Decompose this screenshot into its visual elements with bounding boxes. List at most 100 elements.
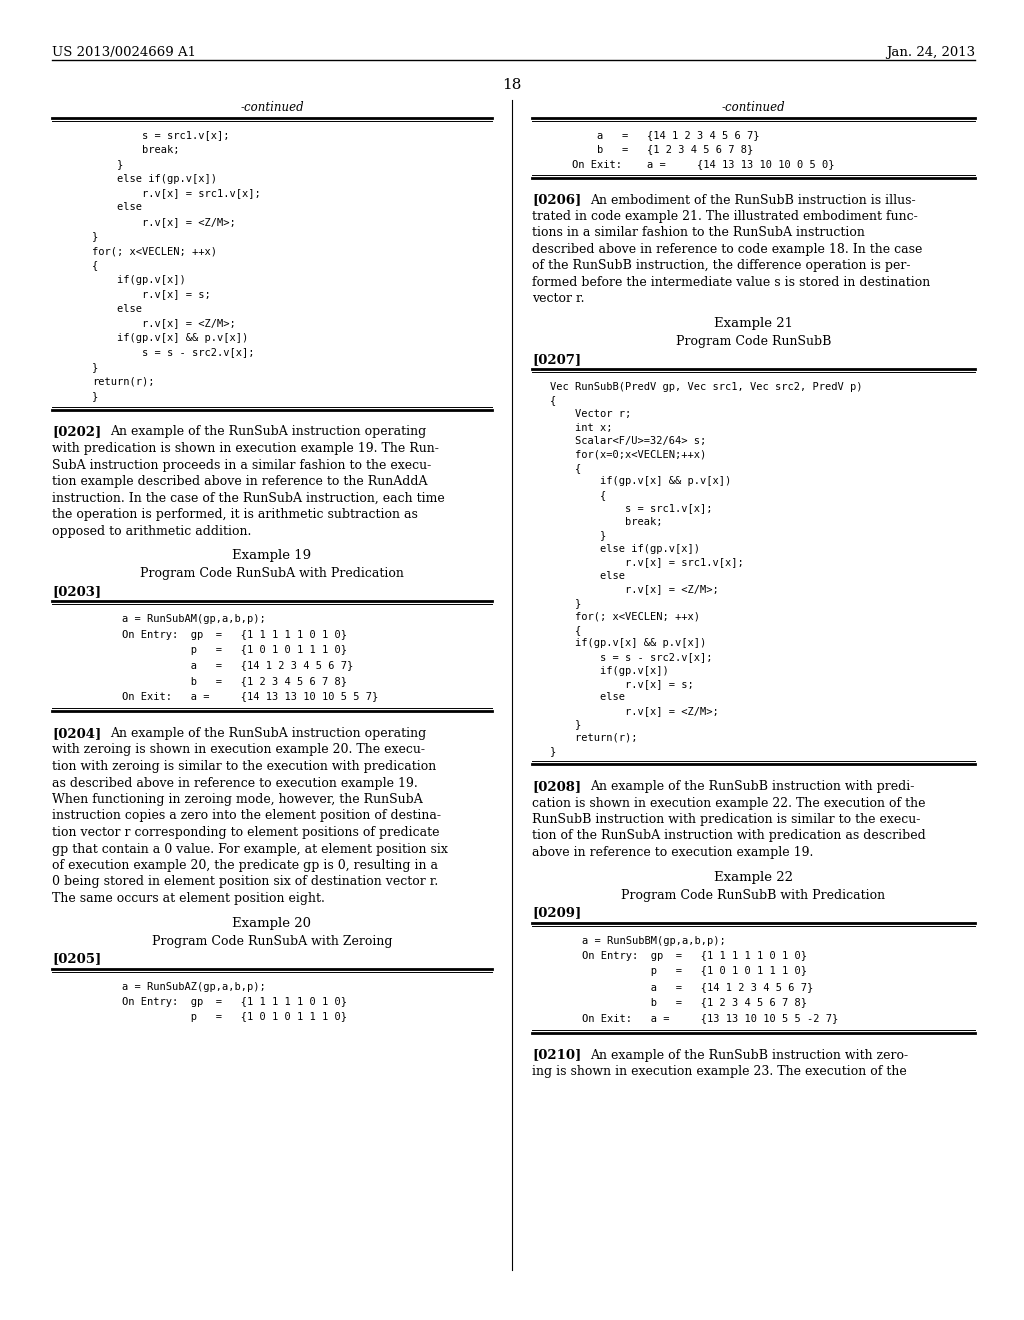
Text: for(x=0;x<VECLEN;++x): for(x=0;x<VECLEN;++x)	[550, 450, 707, 459]
Text: b   =   {1 2 3 4 5 6 7 8}: b = {1 2 3 4 5 6 7 8}	[572, 144, 754, 154]
Text: a   =   {14 1 2 3 4 5 6 7}: a = {14 1 2 3 4 5 6 7}	[122, 660, 353, 671]
Text: {: {	[550, 624, 582, 635]
Text: }: }	[92, 391, 98, 401]
Text: r.v[x] = s;: r.v[x] = s;	[92, 289, 211, 300]
Text: s = s - src2.v[x];: s = s - src2.v[x];	[550, 652, 713, 663]
Text: Scalar<F/U>=32/64> s;: Scalar<F/U>=32/64> s;	[550, 436, 707, 446]
Text: 0 being stored in element position six of destination vector r.: 0 being stored in element position six o…	[52, 875, 438, 888]
Text: The same occurs at element position eight.: The same occurs at element position eigh…	[52, 892, 325, 906]
Text: }: }	[92, 231, 98, 242]
Text: a   =   {14 1 2 3 4 5 6 7}: a = {14 1 2 3 4 5 6 7}	[582, 982, 813, 993]
Text: if(gp.v[x] && p.v[x]): if(gp.v[x] && p.v[x])	[92, 333, 248, 343]
Text: tion of the RunSubA instruction with predication as described: tion of the RunSubA instruction with pre…	[532, 829, 926, 842]
Text: -continued: -continued	[241, 102, 304, 114]
Text: trated in code example 21. The illustrated embodiment func-: trated in code example 21. The illustrat…	[532, 210, 918, 223]
Text: a   =   {14 1 2 3 4 5 6 7}: a = {14 1 2 3 4 5 6 7}	[572, 129, 760, 140]
Text: b   =   {1 2 3 4 5 6 7 8}: b = {1 2 3 4 5 6 7 8}	[582, 998, 807, 1007]
Text: cation is shown in execution example 22. The execution of the: cation is shown in execution example 22.…	[532, 796, 926, 809]
Text: Example 19: Example 19	[232, 549, 311, 562]
Text: Example 22: Example 22	[714, 870, 793, 883]
Text: [0207]: [0207]	[532, 352, 582, 366]
Text: }: }	[550, 747, 556, 756]
Text: r.v[x] = src1.v[x];: r.v[x] = src1.v[x];	[92, 187, 261, 198]
Text: An example of the RunSubA instruction operating: An example of the RunSubA instruction op…	[110, 425, 426, 438]
Text: with predication is shown in execution example 19. The Run-: with predication is shown in execution e…	[52, 442, 439, 455]
Text: When functioning in zeroing mode, however, the RunSubA: When functioning in zeroing mode, howeve…	[52, 793, 423, 807]
Text: p   =   {1 0 1 0 1 1 1 0}: p = {1 0 1 0 1 1 1 0}	[122, 645, 347, 655]
Text: gp that contain a 0 value. For example, at element position six: gp that contain a 0 value. For example, …	[52, 842, 447, 855]
Text: with zeroing is shown in execution example 20. The execu-: with zeroing is shown in execution examp…	[52, 743, 425, 756]
Text: [0203]: [0203]	[52, 585, 101, 598]
Text: Example 21: Example 21	[714, 317, 793, 330]
Text: }: }	[92, 158, 123, 169]
Text: {: {	[550, 463, 582, 473]
Text: tion with zeroing is similar to the execution with predication: tion with zeroing is similar to the exec…	[52, 760, 436, 774]
Text: r.v[x] = <Z/M>;: r.v[x] = <Z/M>;	[550, 706, 719, 715]
Text: tion vector r corresponding to element positions of predicate: tion vector r corresponding to element p…	[52, 826, 439, 840]
Text: On Exit:   a =     {14 13 13 10 10 5 5 7}: On Exit: a = {14 13 13 10 10 5 5 7}	[122, 692, 378, 701]
Text: instruction copies a zero into the element position of destina-: instruction copies a zero into the eleme…	[52, 809, 441, 822]
Text: instruction. In the case of the RunSubA instruction, each time: instruction. In the case of the RunSubA …	[52, 491, 444, 504]
Text: b   =   {1 2 3 4 5 6 7 8}: b = {1 2 3 4 5 6 7 8}	[122, 676, 347, 686]
Text: On Exit:   a =     {13 13 10 10 5 5 -2 7}: On Exit: a = {13 13 10 10 5 5 -2 7}	[582, 1012, 839, 1023]
Text: [0209]: [0209]	[532, 907, 582, 920]
Text: else: else	[550, 572, 625, 581]
Text: 18: 18	[503, 78, 521, 92]
Text: break;: break;	[550, 517, 663, 527]
Text: }: }	[550, 598, 582, 609]
Text: int x;: int x;	[550, 422, 612, 433]
Text: of the RunSubB instruction, the difference operation is per-: of the RunSubB instruction, the differen…	[532, 260, 910, 272]
Text: }: }	[550, 719, 582, 730]
Text: An example of the RunSubA instruction operating: An example of the RunSubA instruction op…	[110, 727, 426, 741]
Text: above in reference to execution example 19.: above in reference to execution example …	[532, 846, 813, 859]
Text: r.v[x] = s;: r.v[x] = s;	[550, 678, 693, 689]
Text: [0208]: [0208]	[532, 780, 582, 793]
Text: formed before the intermediate value s is stored in destination: formed before the intermediate value s i…	[532, 276, 930, 289]
Text: a = RunSubAM(gp,a,b,p);: a = RunSubAM(gp,a,b,p);	[122, 614, 266, 624]
Text: An example of the RunSubB instruction with predi-: An example of the RunSubB instruction wi…	[590, 780, 914, 793]
Text: ing is shown in execution example 23. The execution of the: ing is shown in execution example 23. Th…	[532, 1065, 906, 1078]
Text: of execution example 20, the predicate gp is 0, resulting in a: of execution example 20, the predicate g…	[52, 859, 438, 873]
Text: [0206]: [0206]	[532, 194, 582, 206]
Text: a = RunSubAZ(gp,a,b,p);: a = RunSubAZ(gp,a,b,p);	[122, 982, 266, 991]
Text: return(r);: return(r);	[550, 733, 638, 743]
Text: RunSubB instruction with predication is similar to the execu-: RunSubB instruction with predication is …	[532, 813, 921, 826]
Text: else: else	[92, 304, 142, 314]
Text: An example of the RunSubB instruction with zero-: An example of the RunSubB instruction wi…	[590, 1048, 908, 1061]
Text: Vec RunSubB(PredV gp, Vec src1, Vec src2, PredV p): Vec RunSubB(PredV gp, Vec src1, Vec src2…	[550, 381, 862, 392]
Text: [0210]: [0210]	[532, 1048, 582, 1061]
Text: [0204]: [0204]	[52, 727, 101, 741]
Text: r.v[x] = <Z/M>;: r.v[x] = <Z/M>;	[550, 585, 719, 594]
Text: -continued: -continued	[722, 102, 785, 114]
Text: }: }	[92, 362, 98, 372]
Text: {: {	[92, 260, 98, 271]
Text: if(gp.v[x] && p.v[x]): if(gp.v[x] && p.v[x])	[550, 477, 731, 487]
Text: [0205]: [0205]	[52, 953, 101, 965]
Text: s = s - src2.v[x];: s = s - src2.v[x];	[92, 347, 255, 358]
Text: Vector r;: Vector r;	[550, 409, 631, 418]
Text: Jan. 24, 2013: Jan. 24, 2013	[886, 46, 975, 59]
Text: as described above in reference to execution example 19.: as described above in reference to execu…	[52, 776, 418, 789]
Text: r.v[x] = <Z/M>;: r.v[x] = <Z/M>;	[92, 216, 236, 227]
Text: US 2013/0024669 A1: US 2013/0024669 A1	[52, 46, 196, 59]
Text: {: {	[550, 396, 556, 405]
Text: Program Code RunSubB with Predication: Program Code RunSubB with Predication	[622, 888, 886, 902]
Text: An embodiment of the RunSubB instruction is illus-: An embodiment of the RunSubB instruction…	[590, 194, 915, 206]
Text: the operation is performed, it is arithmetic subtraction as: the operation is performed, it is arithm…	[52, 508, 418, 521]
Text: [0202]: [0202]	[52, 425, 101, 438]
Text: s = src1.v[x];: s = src1.v[x];	[550, 503, 713, 513]
Text: s = src1.v[x];: s = src1.v[x];	[92, 129, 229, 140]
Text: Example 20: Example 20	[232, 916, 311, 929]
Text: tions in a similar fashion to the RunSubA instruction: tions in a similar fashion to the RunSub…	[532, 227, 865, 239]
Text: described above in reference to code example 18. In the case: described above in reference to code exa…	[532, 243, 923, 256]
Text: Program Code RunSubA with Predication: Program Code RunSubA with Predication	[140, 568, 403, 579]
Text: On Exit:    a =     {14 13 13 10 10 0 5 0}: On Exit: a = {14 13 13 10 10 0 5 0}	[572, 158, 835, 169]
Text: for(; x<VECLEN; ++x): for(; x<VECLEN; ++x)	[550, 611, 700, 622]
Text: else if(gp.v[x]): else if(gp.v[x])	[92, 173, 217, 183]
Text: SubA instruction proceeds in a similar fashion to the execu-: SubA instruction proceeds in a similar f…	[52, 458, 431, 471]
Text: if(gp.v[x]): if(gp.v[x])	[550, 665, 669, 676]
Text: r.v[x] = <Z/M>;: r.v[x] = <Z/M>;	[92, 318, 236, 329]
Text: for(; x<VECLEN; ++x): for(; x<VECLEN; ++x)	[92, 246, 217, 256]
Text: else: else	[550, 693, 625, 702]
Text: r.v[x] = src1.v[x];: r.v[x] = src1.v[x];	[550, 557, 743, 568]
